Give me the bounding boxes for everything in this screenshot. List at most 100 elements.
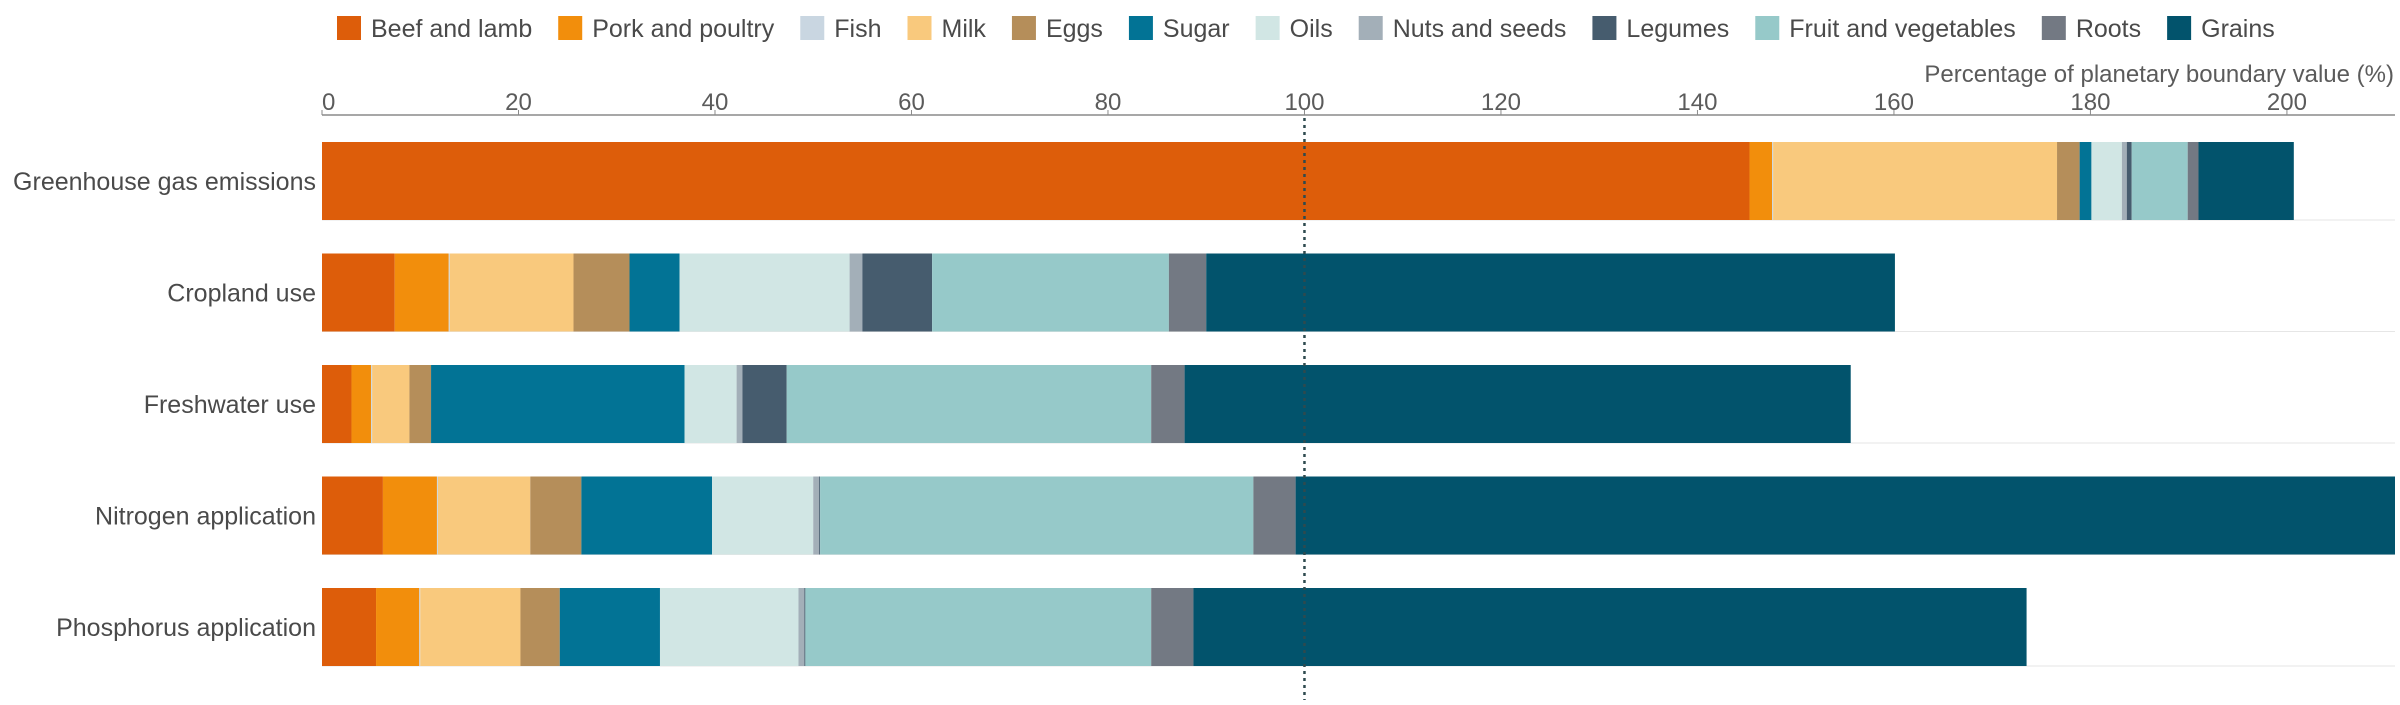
legend-swatch-fruit-and-vegetables [1755, 16, 1780, 40]
legend-label-pork-and-poultry: Pork and poultry [592, 15, 775, 43]
legend-label-milk: Milk [942, 15, 987, 43]
legend-label-fish: Fish [834, 15, 881, 43]
x-tick-label: 20 [505, 89, 532, 116]
bar-segment-cropland-use-pork-and-poultry [394, 253, 449, 332]
bar-segment-cropland-use-sugar [629, 253, 680, 332]
legend-swatch-milk [907, 16, 932, 40]
bar-segment-nitrogen-application-sugar [581, 476, 713, 555]
category-label-freshwater-use: Freshwater use [144, 391, 316, 419]
bar-segment-greenhouse-gas-emissions-pork-and-poultry [1749, 142, 1773, 220]
bar-segment-greenhouse-gas-emissions-sugar [2079, 142, 2092, 220]
legend: Beef and lamb Pork and poultry Fish Milk Egg… [337, 15, 2275, 43]
bar-segment-phosphorus-application-fruit-and-vegetables [805, 588, 1152, 666]
x-tick-label: 100 [1284, 89, 1324, 116]
category-label-nitrogen-application: Nitrogen application [95, 503, 316, 531]
legend-label-grains: Grains [2201, 15, 2275, 43]
x-tick-label: 0 [322, 89, 335, 116]
bar-segment-greenhouse-gas-emissions-oils [2091, 142, 2122, 220]
bar-segment-nitrogen-application-fruit-and-vegetables [820, 476, 1254, 555]
bar-group-nitrogen-application [322, 476, 2395, 555]
bar-segment-greenhouse-gas-emissions-nuts-and-seeds [2121, 142, 2127, 220]
bar-segment-freshwater-use-roots [1151, 365, 1185, 443]
bar-segment-phosphorus-application-sugar [559, 588, 660, 666]
legend-swatch-legumes [1592, 16, 1617, 40]
bar-segment-nitrogen-application-oils [712, 476, 814, 555]
bar-segment-greenhouse-gas-emissions-beef-and-lamb [322, 142, 1750, 220]
bar-segment-freshwater-use-sugar [431, 365, 685, 443]
x-tick-label: 60 [898, 89, 925, 116]
bar-segment-phosphorus-application-pork-and-poultry [376, 588, 420, 666]
bar-segment-cropland-use-grains [1206, 253, 1895, 332]
bar-segment-greenhouse-gas-emissions-milk [1773, 142, 2058, 220]
legend-swatch-oils [1255, 16, 1280, 40]
bar-segment-greenhouse-gas-emissions-legumes [2126, 142, 2132, 220]
x-tick-label: 160 [1874, 89, 1914, 116]
legend-swatch-grains [2167, 16, 2192, 40]
bar-segment-nitrogen-application-grains [1295, 476, 2395, 555]
legend-swatch-roots [2041, 16, 2066, 40]
bar-segment-phosphorus-application-oils [659, 588, 799, 666]
bar-segment-greenhouse-gas-emissions-fruit-and-vegetables [2131, 142, 2188, 220]
legend-swatch-sugar [1128, 16, 1153, 40]
legend-label-eggs: Eggs [1046, 15, 1103, 43]
legend-label-beef-and-lamb: Beef and lamb [371, 15, 532, 43]
bar-segment-freshwater-use-eggs [409, 365, 432, 443]
bar-segment-cropland-use-legumes [862, 253, 933, 332]
bar-segment-cropland-use-beef-and-lamb [322, 253, 395, 332]
legend-swatch-nuts-and-seeds [1358, 16, 1383, 40]
x-tick-label: 40 [702, 89, 729, 116]
bar-segment-greenhouse-gas-emissions-grains [2198, 142, 2294, 220]
bar-segment-phosphorus-application-beef-and-lamb [322, 588, 377, 666]
bar-segment-freshwater-use-fruit-and-vegetables [786, 365, 1152, 443]
legend-swatch-pork-and-poultry [558, 16, 583, 40]
bar-segment-nitrogen-application-beef-and-lamb [322, 476, 383, 555]
bar-segment-phosphorus-application-milk [420, 588, 521, 666]
bar-segment-phosphorus-application-fish [419, 588, 421, 666]
x-axis: 0 20 40 60 80 100 120 140 160 180 200 [321, 89, 2395, 116]
bar-segment-nitrogen-application-eggs [530, 476, 582, 555]
bar-segment-nitrogen-application-milk [437, 476, 531, 555]
bar-segment-cropland-use-eggs [573, 253, 630, 332]
legend-label-oils: Oils [1290, 15, 1333, 43]
bar-segment-phosphorus-application-nuts-and-seeds [798, 588, 805, 666]
bars [322, 142, 2395, 666]
bar-segment-nitrogen-application-legumes [819, 476, 821, 555]
bar-group-greenhouse-gas-emissions [322, 142, 2294, 220]
bar-segment-nitrogen-application-roots [1253, 476, 1296, 555]
bar-segment-freshwater-use-grains [1184, 365, 1851, 443]
bar-group-freshwater-use [322, 365, 1851, 443]
bar-segment-freshwater-use-fish [371, 365, 373, 443]
bar-group-cropland-use [322, 253, 1895, 332]
bar-segment-freshwater-use-milk [372, 365, 410, 443]
category-label-phosphorus-application: Phosphorus application [56, 614, 316, 642]
legend-label-fruit-and-vegetables: Fruit and vegetables [1789, 15, 2016, 43]
bar-segment-cropland-use-nuts-and-seeds [849, 253, 863, 332]
bar-segment-greenhouse-gas-emissions-eggs [2057, 142, 2080, 220]
legend-swatch-fish [800, 16, 825, 40]
x-tick-label: 80 [1095, 89, 1122, 116]
x-tick-label: 180 [2070, 89, 2110, 116]
bar-segment-greenhouse-gas-emissions-roots [2187, 142, 2199, 220]
bar-segment-nitrogen-application-nuts-and-seeds [813, 476, 820, 555]
bar-segment-freshwater-use-pork-and-poultry [351, 365, 372, 443]
x-tick-label: 200 [2267, 89, 2307, 116]
legend-label-nuts-and-seeds: Nuts and seeds [1393, 15, 1567, 43]
bar-segment-cropland-use-fruit-and-vegetables [932, 253, 1169, 332]
legend-label-roots: Roots [2076, 15, 2141, 43]
bar-segment-freshwater-use-legumes [742, 365, 787, 443]
bar-segment-phosphorus-application-eggs [520, 588, 560, 666]
bar-segment-freshwater-use-nuts-and-seeds [736, 365, 743, 443]
bar-segment-freshwater-use-beef-and-lamb [322, 365, 352, 443]
bar-segment-phosphorus-application-roots [1151, 588, 1194, 666]
bar-segment-cropland-use-milk [449, 253, 574, 332]
legend-swatch-beef-and-lamb [337, 16, 361, 40]
bar-segment-cropland-use-roots [1168, 253, 1207, 332]
category-labels: Greenhouse gas emissions Cropland use Fres… [13, 168, 316, 642]
legend-label-legumes: Legumes [1626, 15, 1729, 43]
x-axis-title: Percentage of planetary boundary value (… [1924, 61, 2394, 88]
x-tick-label: 140 [1677, 89, 1717, 116]
bar-segment-freshwater-use-oils [684, 365, 737, 443]
bar-segment-cropland-use-oils [679, 253, 850, 332]
